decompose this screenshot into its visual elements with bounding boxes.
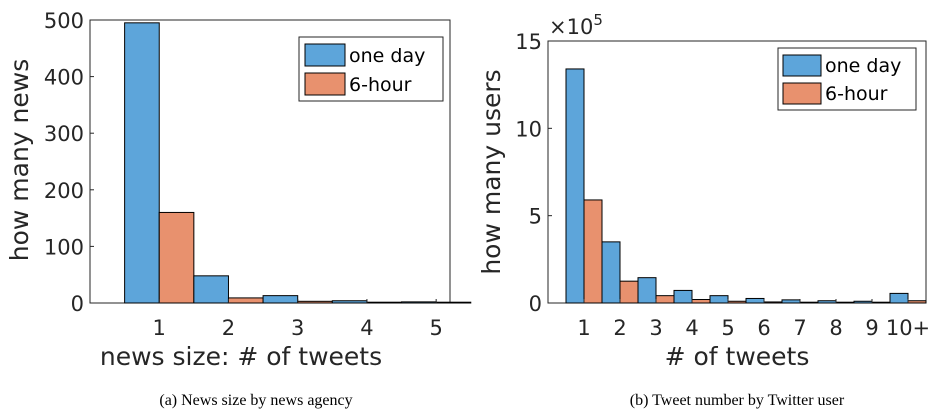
x-tick-label-b-4: 4: [685, 316, 698, 340]
caption-b: (b) Tweet number by Twitter user: [630, 392, 845, 409]
bar-one-day-b-1: [565, 68, 585, 304]
x-axis-label-b: # of tweets: [665, 342, 810, 371]
chart-news-size: 0 100 200 300 400 500 1 2 3 4 5 news size: # of t…: [5, 9, 472, 409]
legend-label-one-day-a: one day: [349, 45, 425, 67]
x-axis-label-a: news size: # of tweets: [100, 342, 382, 371]
x-tick-label-b-3: 3: [649, 316, 662, 340]
x-tick-label-a-2: 2: [222, 316, 235, 340]
y-tick-label-a-100: 100: [44, 235, 84, 259]
y-tick-label-b-5: 5: [529, 205, 542, 229]
bar-one-day-a-4: [331, 300, 368, 304]
legend-swatch-6-hour-b: [782, 82, 822, 105]
y-tick-label-b-15: 15: [515, 30, 542, 54]
bar-one-day-b-8: [817, 300, 837, 304]
bar-one-day-b-2: [601, 241, 621, 304]
legend-label-6-hour-a: 6-hour: [349, 74, 412, 96]
bar-6-hour-b-8: [835, 301, 855, 304]
x-tick-label-a-3: 3: [291, 316, 304, 340]
x-tick-label-b-10+: 10+: [886, 316, 930, 340]
bar-6-hour-b-5: [727, 300, 747, 304]
x-tick-label-b-6: 6: [757, 316, 770, 340]
y-tick-label-b-0: 0: [529, 292, 542, 316]
y-exponent-b: ×105: [549, 11, 603, 39]
bar-6-hour-a-2: [227, 297, 264, 304]
bar-6-hour-b-2: [619, 280, 639, 304]
bar-6-hour-b-9: [871, 301, 891, 304]
y-tick-label-a-500: 500: [44, 9, 84, 33]
legend-swatch-one-day-a: [304, 43, 346, 67]
bar-6-hour-a-1: [158, 211, 195, 304]
bar-one-day-b-9: [853, 300, 873, 304]
y-tick-label-a-300: 300: [44, 122, 84, 146]
bar-one-day-b-7: [781, 299, 801, 304]
bar-6-hour-b-7: [799, 301, 819, 304]
y-axis-label-a: how many news: [5, 59, 34, 262]
bar-6-hour-b-10+: [907, 300, 927, 304]
bar-one-day-a-2: [193, 275, 229, 304]
bar-6-hour-a-5: [435, 301, 472, 304]
x-tick-label-a-1: 1: [153, 316, 166, 340]
bar-one-day-b-4: [673, 289, 693, 304]
legend-swatch-6-hour-a: [304, 72, 346, 96]
y-tick-label-a-400: 400: [44, 66, 84, 90]
x-tick-label-b-8: 8: [829, 316, 842, 340]
caption-a: (a) News size by news agency: [159, 392, 352, 409]
x-tick-label-b-9: 9: [865, 316, 878, 340]
x-tick-label-b-5: 5: [721, 316, 734, 340]
bar-6-hour-a-4: [366, 301, 403, 304]
bar-one-day-a-1: [124, 22, 160, 304]
legend-swatch-one-day-b: [782, 54, 822, 77]
bar-6-hour-b-3: [655, 295, 675, 304]
x-tick-label-a-4: 4: [360, 316, 373, 340]
bar-one-day-b-3: [637, 277, 657, 304]
legend-b: one day 6-hour: [777, 47, 917, 111]
bar-one-day-b-10+: [889, 292, 909, 304]
bar-one-day-a-3: [262, 295, 299, 304]
y-tick-label-b-10: 10: [515, 117, 542, 141]
legend-label-one-day-b: one day: [825, 55, 901, 77]
x-tick-label-b-7: 7: [793, 316, 806, 340]
bar-one-day-a-5: [401, 301, 437, 304]
bar-one-day-b-5: [709, 295, 729, 304]
y-tick-label-a-0: 0: [71, 292, 84, 316]
x-tick-label-b-2: 2: [613, 316, 626, 340]
bar-one-day-b-6: [745, 297, 765, 304]
x-tick-label-b-1: 1: [577, 316, 590, 340]
y-tick-label-a-200: 200: [44, 179, 84, 203]
bar-6-hour-b-4: [691, 299, 711, 304]
x-tick-label-a-5: 5: [429, 316, 442, 340]
legend-a: one day 6-hour: [298, 36, 444, 102]
bar-6-hour-a-3: [297, 300, 333, 304]
bar-6-hour-b-1: [583, 199, 603, 304]
y-axis-label-b: how many users: [477, 69, 506, 274]
bar-6-hour-b-6: [763, 301, 783, 304]
legend-label-6-hour-b: 6-hour: [825, 83, 888, 105]
